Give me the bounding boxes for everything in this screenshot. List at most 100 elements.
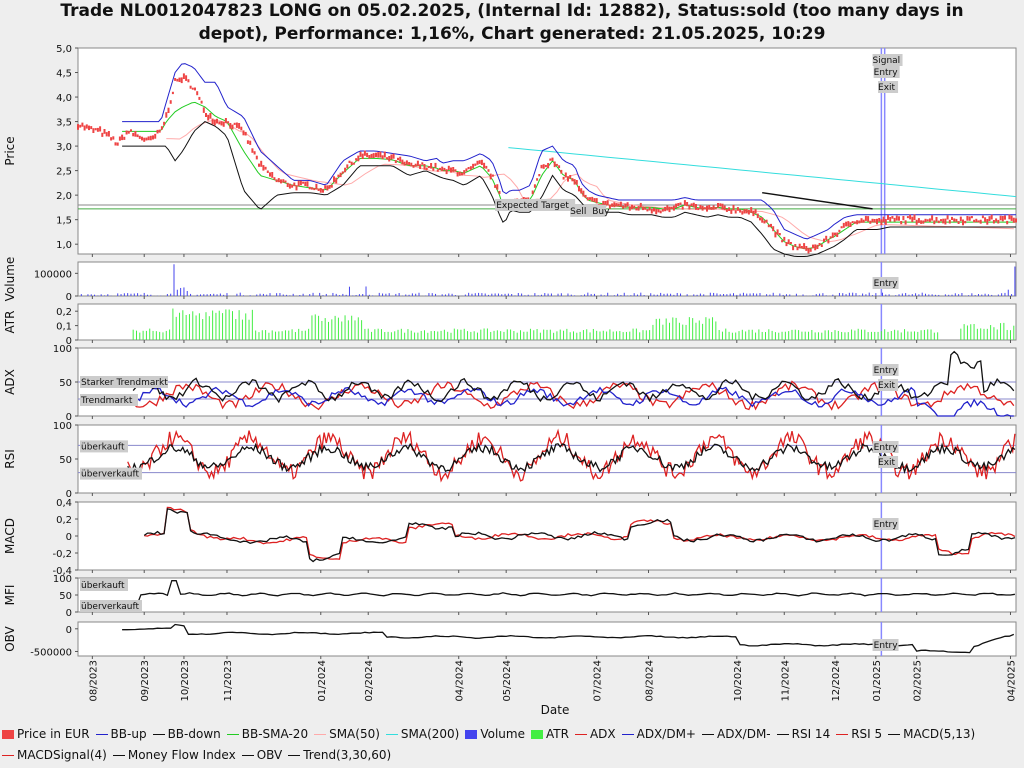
macd-ytick-label: -0,2	[52, 549, 72, 560]
price-candle	[688, 205, 691, 210]
legend-item: Price in EUR	[2, 724, 90, 745]
price-candle	[297, 180, 300, 187]
price-candle	[216, 118, 218, 124]
legend-label: Volume	[480, 727, 525, 741]
atr-ylabel: ATR	[3, 311, 17, 334]
entry-label: Entry	[874, 68, 899, 78]
price-candle	[657, 209, 660, 213]
legend-swatch	[226, 734, 239, 735]
xtick-label: 12/2024	[831, 660, 842, 702]
price-candle	[800, 246, 803, 249]
volume-ytick-label: 0	[66, 292, 72, 303]
price-candle	[447, 165, 450, 170]
rsi-overbought-label: überkauft	[81, 442, 125, 452]
price-candle	[394, 160, 397, 164]
price-candle	[677, 203, 680, 207]
price-candle	[458, 171, 461, 176]
price-candle	[165, 112, 168, 118]
adx-strong-bg	[80, 376, 168, 388]
price-candle	[317, 188, 320, 191]
price-candle	[262, 165, 265, 171]
price-ytick-label: 3,5	[56, 118, 72, 129]
price-candle	[538, 174, 541, 177]
price-candle	[560, 169, 563, 174]
price-candle	[352, 162, 355, 165]
price-candle	[789, 242, 792, 244]
sell-buy-bg	[570, 204, 607, 217]
price-candle	[827, 239, 830, 244]
price-candle	[491, 174, 494, 177]
price-candle	[167, 107, 170, 113]
price-candle	[138, 135, 141, 139]
legend-swatch	[465, 730, 478, 739]
xtick-label: 10/2024	[733, 660, 744, 702]
price-candle	[134, 131, 137, 137]
series-trend	[762, 191, 873, 210]
price-candle	[118, 136, 121, 141]
rsi-ylabel: RSI	[3, 449, 17, 469]
price-candle	[83, 125, 86, 131]
price-candle	[425, 167, 428, 171]
price-candle	[977, 220, 980, 223]
legend-label: BB-up	[110, 727, 147, 741]
price-candle	[260, 160, 263, 167]
expected-target-bg	[495, 198, 576, 211]
panel-atr: 0 0,1 0,2 ATR	[3, 303, 1017, 347]
price-candle	[710, 207, 713, 210]
price-candle	[141, 136, 143, 141]
price-ytick-label: 2,5	[56, 167, 72, 178]
legend-label: Money Flow Index	[127, 748, 236, 762]
price-candle	[381, 155, 384, 160]
legend-item: OBV	[241, 745, 282, 766]
price-candle	[110, 137, 113, 141]
price-candle	[904, 220, 907, 225]
price-candle	[604, 201, 607, 207]
price-candle	[182, 73, 185, 79]
price-candle	[891, 216, 894, 219]
price-candle	[363, 150, 366, 156]
price-ytick-label: 1,0	[56, 240, 72, 251]
price-ytick-label: 4,0	[56, 93, 72, 104]
price-candle	[882, 216, 885, 223]
price-candle	[672, 205, 675, 211]
price-candle	[403, 161, 406, 166]
price-candle	[794, 244, 797, 247]
legend-label: BB-SMA-20	[241, 727, 309, 741]
price-candle	[807, 247, 810, 254]
adx-trend-bg	[80, 394, 138, 406]
price-candle	[176, 78, 179, 82]
price-candle	[851, 221, 854, 224]
price-candle	[723, 205, 726, 211]
legend-item: BB-up	[95, 724, 147, 745]
price-candle	[90, 126, 93, 130]
mfi-overbought-label: überkauft	[81, 581, 125, 591]
price-candle	[547, 163, 550, 169]
price-candle	[814, 244, 817, 251]
panel-macd: -0,4 -0,2 0 0,2 0,4 MACD Entry	[3, 498, 1017, 577]
price-candle	[613, 202, 616, 208]
legend-label: ATR	[545, 727, 569, 741]
adx-exit-label: Exit	[878, 381, 896, 391]
price-candle	[902, 216, 905, 221]
xtick-label: 08/2023	[88, 660, 99, 702]
price-candle	[664, 206, 667, 212]
price-candle	[105, 132, 108, 137]
price-candle	[966, 216, 969, 221]
series-bb-sma-20	[122, 101, 1016, 250]
price-ytick-label: 1,5	[56, 216, 72, 227]
legend-item: BB-down	[152, 724, 221, 745]
price-candle	[986, 219, 989, 225]
price-candle	[931, 215, 934, 221]
series-bb-up	[122, 63, 1016, 240]
price-candle	[878, 218, 881, 222]
price-candle	[558, 165, 561, 169]
legend-item: ATR	[530, 724, 569, 745]
price-candle	[255, 155, 258, 160]
series-adx	[132, 380, 1015, 411]
price-candle	[639, 202, 642, 208]
price-candle	[820, 244, 823, 247]
price-candle	[401, 159, 404, 165]
price-candle	[79, 124, 82, 128]
legend-label: SMA(200)	[400, 727, 460, 741]
price-candle	[527, 197, 530, 201]
